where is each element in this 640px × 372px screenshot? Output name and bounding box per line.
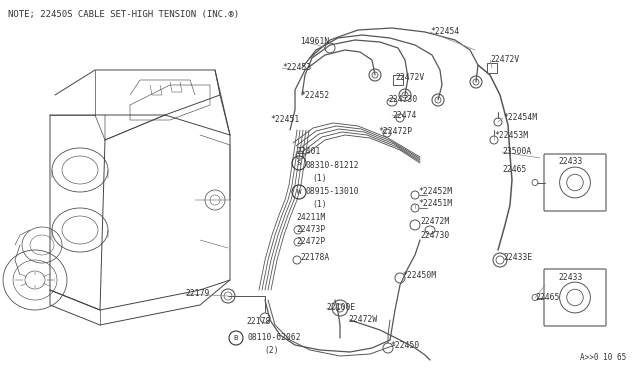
Text: 22401: 22401 xyxy=(296,148,321,157)
Text: *22453: *22453 xyxy=(282,64,311,73)
Text: *22472P: *22472P xyxy=(378,128,412,137)
Text: 22472W: 22472W xyxy=(348,315,377,324)
Text: *22452M: *22452M xyxy=(418,187,452,196)
Text: 08915-13010: 08915-13010 xyxy=(305,187,358,196)
Text: S: S xyxy=(297,160,301,166)
Text: 224730: 224730 xyxy=(420,231,449,241)
Text: *22452: *22452 xyxy=(300,90,329,99)
Text: 22465: 22465 xyxy=(502,166,526,174)
Text: 08110-62062: 08110-62062 xyxy=(248,334,301,343)
Text: NOTE; 22450S CABLE SET-HIGH TENSION (INC.®): NOTE; 22450S CABLE SET-HIGH TENSION (INC… xyxy=(8,10,239,19)
Text: 22472M: 22472M xyxy=(420,218,449,227)
Text: 22433: 22433 xyxy=(558,157,582,167)
Text: 22474: 22474 xyxy=(392,110,417,119)
Text: *22454: *22454 xyxy=(430,28,460,36)
Text: (1): (1) xyxy=(312,199,326,208)
Text: *22453M: *22453M xyxy=(494,131,528,140)
Text: 23500A: 23500A xyxy=(502,148,531,157)
Text: 22179: 22179 xyxy=(185,289,209,298)
Text: A>>0 10 65: A>>0 10 65 xyxy=(580,353,627,362)
Text: 22433: 22433 xyxy=(558,273,582,282)
Text: 22472P: 22472P xyxy=(296,237,325,247)
Text: *22450: *22450 xyxy=(390,341,419,350)
Bar xyxy=(487,63,497,73)
Text: (2): (2) xyxy=(264,346,278,355)
Text: 22178A: 22178A xyxy=(300,253,329,263)
Text: 24211M: 24211M xyxy=(296,214,325,222)
Text: *22451M: *22451M xyxy=(418,199,452,208)
Text: B: B xyxy=(234,335,238,341)
Text: *22451: *22451 xyxy=(270,115,300,125)
Text: *22454M: *22454M xyxy=(503,113,537,122)
Text: (1): (1) xyxy=(312,173,326,183)
Bar xyxy=(393,75,403,85)
Text: 22100E: 22100E xyxy=(326,304,355,312)
Text: *22450M: *22450M xyxy=(402,272,436,280)
Text: W: W xyxy=(297,189,301,195)
Text: 22465: 22465 xyxy=(535,294,559,302)
Text: 08310-81212: 08310-81212 xyxy=(305,161,358,170)
Text: 22473P: 22473P xyxy=(296,225,325,234)
Text: 14961N: 14961N xyxy=(300,38,329,46)
Text: 22433E: 22433E xyxy=(503,253,532,263)
Text: 224730: 224730 xyxy=(388,96,417,105)
Text: 22178: 22178 xyxy=(246,317,270,327)
Text: 22472V: 22472V xyxy=(490,55,519,64)
Text: 22472V: 22472V xyxy=(395,74,424,83)
